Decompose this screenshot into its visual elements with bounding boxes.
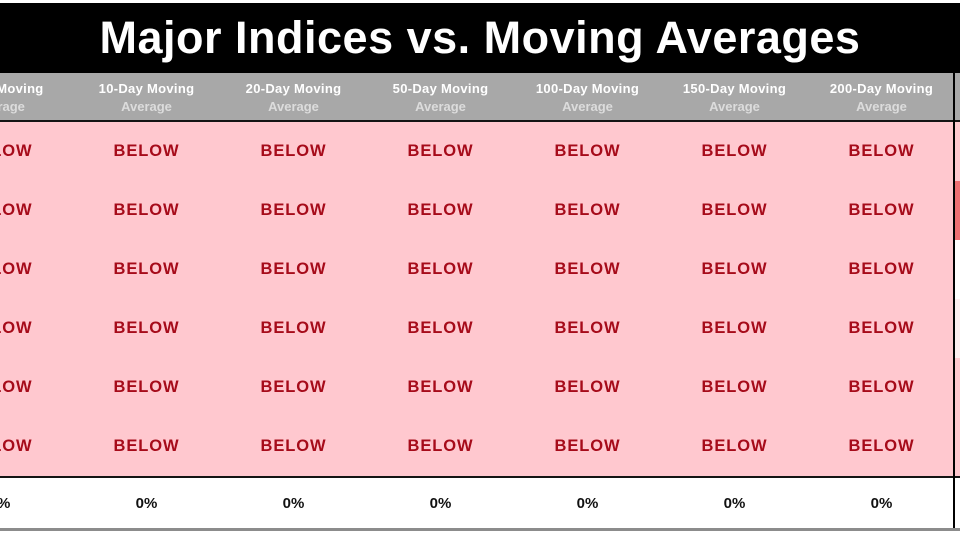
percent-cell: 0%	[0, 478, 73, 528]
header-cell: 10-Day Moving Average	[73, 73, 220, 120]
status-cell: BELOW	[554, 319, 621, 337]
status-cell: BELOW	[113, 437, 180, 455]
table-row: BELOW BELOW BELOW BELOW BELOW BELOW BELOW	[0, 299, 953, 358]
header-line1: 200-Day Moving	[829, 81, 934, 96]
percent-cell: 0%	[870, 494, 893, 512]
table-body: BELOWBELOWBELOWBELOWBELOWBELOWBELOWBELOW…	[0, 122, 953, 478]
sliver-segment	[955, 181, 960, 240]
status-cell: BELOW	[848, 378, 915, 396]
percent-cell: 0%	[282, 494, 305, 512]
status-cell: BELOW	[113, 378, 180, 396]
header-line1: 150-Day Moving	[682, 81, 787, 96]
status-cell: BELOW	[407, 319, 474, 337]
percent-cell: 0%	[429, 494, 452, 512]
status-cell: BELOW	[554, 378, 621, 396]
table-row: BELOW BELOW BELOW BELOW BELOW BELOW BELOW	[0, 417, 953, 476]
status-cell: BELOW	[0, 319, 33, 337]
status-cell: BELOW	[848, 201, 915, 219]
status-cell: BELOW	[701, 437, 768, 455]
table-row: BELOW BELOW BELOW BELOW BELOW BELOW BELOW	[0, 240, 953, 299]
header-line1: 100-Day Moving	[535, 81, 640, 96]
status-cell: BELOW	[701, 201, 768, 219]
header-line1: 10-Day Moving	[98, 81, 195, 96]
status-cell: BELOW	[554, 201, 621, 219]
percent-cell: 0%	[135, 494, 158, 512]
status-cell: BELOW	[407, 260, 474, 278]
status-cell: BELOW	[554, 260, 621, 278]
table-row: BELOW BELOW BELOW BELOW BELOW BELOW BELOW	[0, 122, 953, 181]
percent-cell: 0%	[723, 494, 746, 512]
status-cell: BELOW	[848, 260, 915, 278]
status-cell: BELOW	[0, 201, 33, 219]
status-cell: BELOW	[0, 260, 33, 278]
status-cell: BELOW	[113, 142, 180, 160]
title-bar: Major Indices vs. Moving Averages	[0, 3, 960, 73]
status-cell: BELOW	[260, 201, 327, 219]
status-cell: BELOW	[260, 378, 327, 396]
percent-row: 0% 0% 0% 0% 0% 0% 0%	[0, 478, 953, 528]
header-cell: 100-Day Moving Average	[514, 73, 661, 120]
table-row: BELOW BELOW BELOW BELOW BELOW BELOW BELOW	[0, 181, 953, 240]
header-line2: Average	[0, 99, 25, 114]
status-cell: BELOW	[0, 437, 33, 455]
sliver-segment	[955, 240, 960, 299]
header-line1: 50-Day Moving	[392, 81, 489, 96]
status-cell: BELOW	[848, 142, 915, 160]
next-column-sliver	[955, 73, 960, 528]
status-cell: BELOW	[554, 142, 621, 160]
sliver-segment	[955, 478, 960, 528]
status-cell: BELOW	[407, 201, 474, 219]
bottom-border-rule	[0, 528, 960, 531]
status-cell: BELOW	[848, 437, 915, 455]
status-cell: BELOW	[0, 142, 33, 160]
header-line2: Average	[268, 99, 319, 114]
header-line2: Average	[562, 99, 613, 114]
sliver-segment	[955, 299, 960, 358]
sliver-segment	[955, 358, 960, 417]
header-line2: Average	[415, 99, 466, 114]
header-line1: 5-Day Moving	[0, 81, 44, 96]
sliver-segment	[955, 120, 960, 122]
column-divider	[953, 73, 955, 528]
header-line1: 20-Day Moving	[245, 81, 342, 96]
header-cell: 20-Day Moving Average	[220, 73, 367, 120]
status-cell: BELOW	[113, 201, 180, 219]
page-title: Major Indices vs. Moving Averages	[99, 12, 861, 63]
status-cell: BELOW	[113, 260, 180, 278]
status-cell: BELOW	[407, 142, 474, 160]
table-row: BELOW BELOW BELOW BELOW BELOW BELOW BELOW	[0, 358, 953, 417]
status-cell: BELOW	[260, 319, 327, 337]
status-cell: BELOW	[260, 260, 327, 278]
header-line2: Average	[121, 99, 172, 114]
sliver-segment	[955, 122, 960, 181]
sliver-segment	[955, 476, 960, 478]
status-cell: BELOW	[113, 319, 180, 337]
sliver-segment	[955, 417, 960, 476]
header-cell: 50-Day Moving Average	[367, 73, 514, 120]
status-cell: BELOW	[848, 319, 915, 337]
status-cell: BELOW	[701, 260, 768, 278]
status-cell: BELOW	[554, 437, 621, 455]
status-cell: BELOW	[407, 437, 474, 455]
status-cell: BELOW	[407, 378, 474, 396]
header-cell: 200-Day Moving Average	[808, 73, 953, 120]
status-cell: BELOW	[260, 437, 327, 455]
header-cell: 150-Day Moving Average	[661, 73, 808, 120]
status-cell: BELOW	[260, 142, 327, 160]
header-line2: Average	[856, 99, 907, 114]
status-cell: BELOW	[701, 378, 768, 396]
header-line2: Average	[709, 99, 760, 114]
percent-cell: 0%	[576, 494, 599, 512]
status-cell: BELOW	[0, 378, 33, 396]
status-cell: BELOW	[701, 319, 768, 337]
status-cell: BELOW	[701, 142, 768, 160]
header-cell: 5-Day Moving Average	[0, 73, 73, 120]
sliver-segment	[955, 73, 960, 120]
